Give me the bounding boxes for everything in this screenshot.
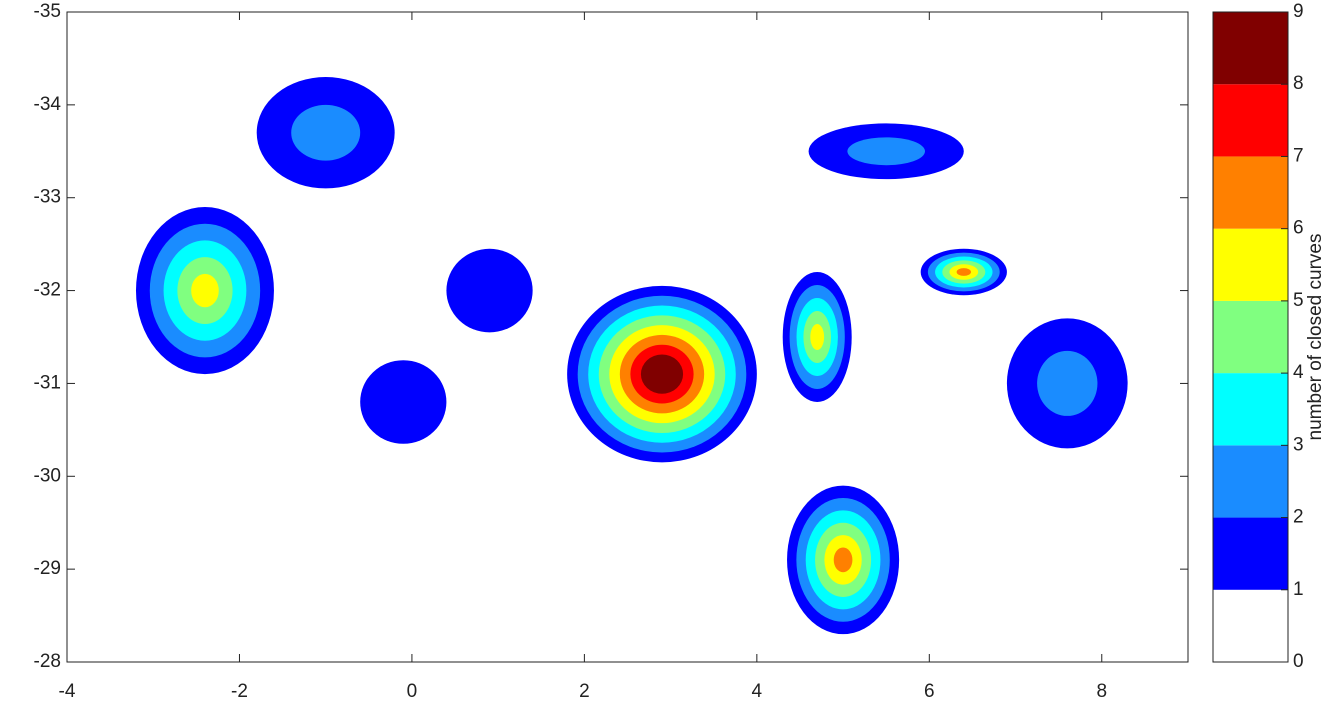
colorbar-tick-label: 9 (1293, 1, 1304, 22)
y-tick-label: -31 (34, 372, 61, 393)
eddy-ring (956, 268, 971, 276)
eddy-ring (651, 364, 673, 384)
x-tick-label: 8 (1096, 681, 1107, 702)
eddy-ring (833, 547, 853, 573)
y-tick-label: -35 (34, 1, 61, 22)
y-tick-label: -32 (34, 280, 61, 301)
colorbar-tick-label: 6 (1293, 218, 1304, 239)
colorbar-tick-label: 0 (1293, 651, 1304, 672)
colorbar-swatch (1213, 589, 1288, 662)
colorbar-swatch (1213, 445, 1288, 518)
y-tick-label: -30 (34, 465, 61, 486)
colorbar-tick-label: 4 (1293, 362, 1304, 383)
colorbar-swatch (1213, 84, 1288, 157)
x-tick-label: 4 (752, 681, 763, 702)
colorbar-tick-label: 3 (1293, 434, 1304, 455)
y-tick-label: -28 (34, 651, 61, 672)
x-tick-label: -4 (59, 681, 76, 702)
eddy-ring (291, 104, 361, 161)
colorbar-swatch (1213, 517, 1288, 590)
colorbar-swatch (1213, 156, 1288, 229)
colorbar-tick-label: 2 (1293, 507, 1304, 528)
colorbar-swatch (1213, 373, 1288, 446)
y-tick-label: -29 (34, 558, 61, 579)
colorbar-swatch (1213, 12, 1288, 85)
colorbar-tick-label: 8 (1293, 73, 1304, 94)
colorbar: 0 1 2 3 4 5 6 7 8 9 (1212, 1, 1304, 672)
y-tick-label: -33 (34, 187, 61, 208)
x-tick-label: -2 (231, 681, 248, 702)
x-tick-label: 6 (924, 681, 935, 702)
x-tick-label: 2 (579, 681, 590, 702)
colorbar-label: number of closed curves (1305, 234, 1325, 441)
colorbar-tick-label: 1 (1293, 579, 1304, 600)
plot (135, 76, 1128, 635)
eddy-ring (847, 137, 925, 166)
eddy-ring (810, 324, 825, 350)
x-tick-label: 0 (407, 681, 418, 702)
eddy-ring (191, 273, 219, 308)
colorbar-swatch (1213, 300, 1288, 374)
colorbar-swatch (1213, 228, 1288, 301)
eddy-ring (1037, 350, 1098, 416)
eddy-ring (446, 248, 533, 333)
colorbar-frame (1212, 11, 1289, 663)
colorbar-tick-label: 5 (1293, 290, 1304, 311)
colorbar-tick-label: 7 (1293, 145, 1304, 166)
y-tick-label: -34 (34, 94, 62, 115)
eddy-ring (360, 360, 447, 444)
